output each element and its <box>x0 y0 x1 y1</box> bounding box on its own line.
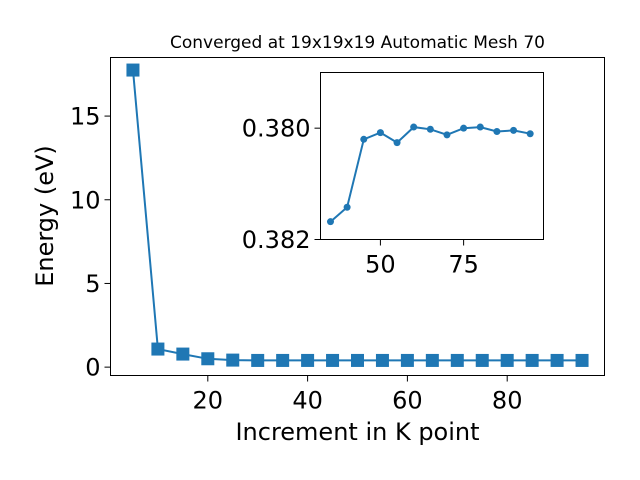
main-data-point <box>375 353 389 367</box>
main-data-point <box>276 353 290 367</box>
main-data-point <box>450 353 464 367</box>
main-data-point <box>475 353 489 367</box>
inset-y-ticks: 0.380 0.382 <box>242 115 321 254</box>
main-x-tick-label: 40 <box>292 387 323 415</box>
inset-series <box>326 123 534 226</box>
main-x-ticks: 20 40 60 80 <box>193 375 523 415</box>
inset-data-point <box>426 125 434 133</box>
main-data-point <box>400 353 414 367</box>
main-data-point <box>326 353 340 367</box>
inset-data-point <box>410 123 418 131</box>
main-data-point <box>151 342 165 356</box>
main-series <box>126 63 589 367</box>
main-y-ticks: 0 5 10 15 <box>70 103 111 382</box>
main-y-tick-label: 5 <box>85 270 100 298</box>
inset-x-tick-label: 50 <box>365 251 396 279</box>
main-data-point <box>425 353 439 367</box>
inset-data-point <box>393 139 401 147</box>
inset-y-tick-label: 0.382 <box>242 226 311 254</box>
main-y-tick-label: 0 <box>85 354 100 382</box>
main-data-point <box>226 353 240 367</box>
main-data-point <box>126 63 140 77</box>
inset-x-ticks: 50 75 <box>365 239 479 279</box>
inset-data-point <box>360 135 368 143</box>
main-plot-frame <box>110 57 605 376</box>
main-data-point <box>500 353 514 367</box>
main-data-point <box>176 347 190 361</box>
inset-data-point <box>493 128 501 136</box>
chart-title: Converged at 19x19x19 Automatic Mesh 70 <box>170 33 545 53</box>
inset-y-tick-label: 0.380 <box>242 115 311 143</box>
inset-data-point <box>376 129 384 137</box>
main-data-point <box>550 353 564 367</box>
inset-data-point <box>443 131 451 139</box>
inset-data-point <box>510 126 518 134</box>
main-data-point <box>301 353 315 367</box>
inset-data-point <box>526 130 534 138</box>
main-y-tick-label: 10 <box>70 186 101 214</box>
main-x-tick-label: 20 <box>193 387 224 415</box>
main-data-point <box>525 353 539 367</box>
inset-x-tick-label: 75 <box>448 251 479 279</box>
inset-data-point <box>476 123 484 131</box>
inset-data-point <box>343 203 351 211</box>
main-data-point <box>201 352 215 366</box>
main-data-point <box>351 353 364 367</box>
main-data-point <box>575 353 589 367</box>
inset-data-point <box>326 218 334 226</box>
main-data-point <box>251 353 265 367</box>
y-axis-label: Energy (eV) <box>31 145 59 287</box>
main-x-tick-label: 80 <box>492 387 523 415</box>
inset-plot-frame <box>320 72 544 240</box>
inset-data-point <box>460 124 468 132</box>
main-x-tick-label: 60 <box>392 387 423 415</box>
x-axis-label: Increment in K point <box>235 418 479 446</box>
main-y-tick-label: 15 <box>70 103 101 131</box>
